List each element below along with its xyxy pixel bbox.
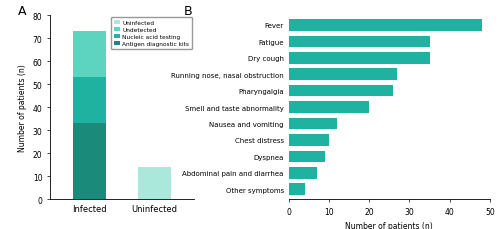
Bar <box>288 135 329 146</box>
Bar <box>288 151 325 162</box>
Bar <box>288 86 394 97</box>
Bar <box>288 102 369 113</box>
Bar <box>288 167 317 179</box>
Y-axis label: Number of patients (n): Number of patients (n) <box>18 64 27 151</box>
Bar <box>288 69 398 81</box>
Bar <box>288 36 430 48</box>
Bar <box>288 184 305 195</box>
Text: B: B <box>184 5 192 18</box>
Legend: Uninfected, Undetected, Nucleic acid testing, Antigen diagnostic kits: Uninfected, Undetected, Nucleic acid tes… <box>111 18 192 50</box>
Bar <box>288 118 337 130</box>
Bar <box>288 53 430 64</box>
Bar <box>73 78 106 124</box>
X-axis label: Number of patients (n): Number of patients (n) <box>346 221 433 229</box>
Bar <box>73 32 106 78</box>
Bar <box>73 124 106 199</box>
Bar <box>138 167 171 199</box>
Text: A: A <box>18 5 27 18</box>
Bar <box>288 20 482 32</box>
